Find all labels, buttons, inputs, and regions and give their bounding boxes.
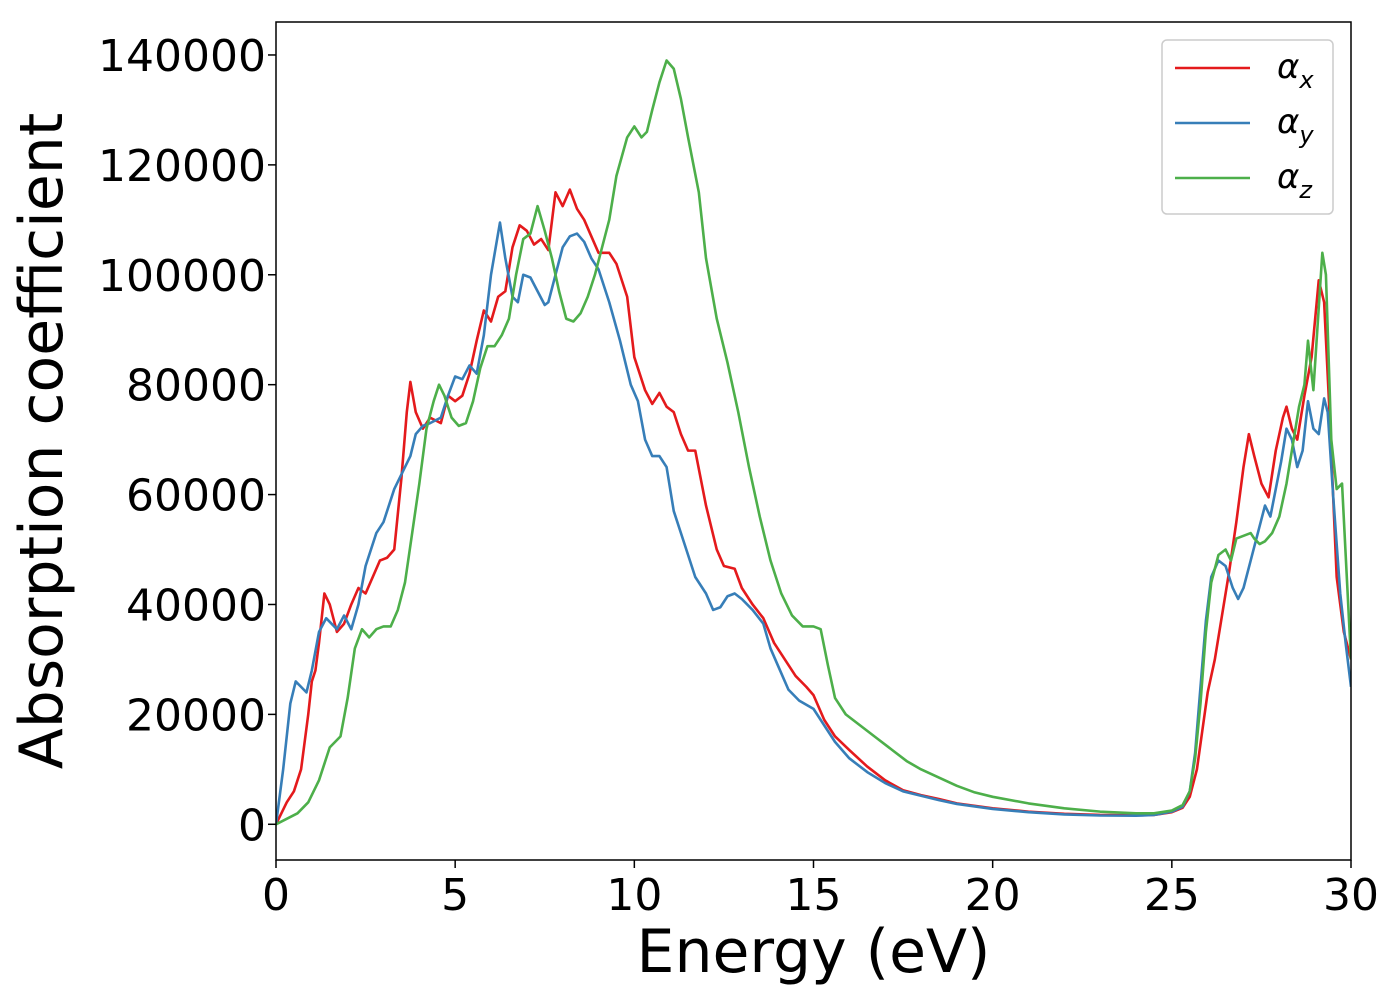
legend-entry-alpha-x: αx — [1277, 47, 1314, 94]
y-tick-label: 140000 — [98, 31, 266, 82]
y-tick-label: 0 — [238, 800, 266, 851]
x-tick-label: 30 — [1323, 870, 1379, 921]
y-tick-label: 80000 — [126, 361, 266, 412]
y-tick-label: 20000 — [126, 690, 266, 741]
x-tick-label: 15 — [786, 870, 842, 921]
x-tick-label: 20 — [965, 870, 1021, 921]
y-tick-label: 60000 — [126, 471, 266, 522]
y-tick-label: 40000 — [126, 580, 266, 631]
series-line-alpha-y — [276, 221, 1351, 825]
x-tick-label: 25 — [1144, 870, 1200, 921]
y-axis-label: Absorption coefficient — [7, 113, 77, 770]
y-tick-label: 100000 — [98, 251, 266, 302]
series-layer — [276, 59, 1351, 826]
legend-entry-alpha-y: αy — [1277, 102, 1314, 149]
series-line-alpha-z — [276, 59, 1351, 826]
legend: αx αy αz — [1161, 39, 1334, 215]
x-tick-label: 5 — [441, 870, 469, 921]
y-axis: 0 20000 40000 60000 80000 100000 120000 140000 — [98, 31, 276, 851]
x-axis: 0 5 10 15 20 25 30 — [262, 860, 1379, 921]
legend-entry-alpha-z: αz — [1277, 157, 1313, 204]
x-tick-label: 10 — [606, 870, 662, 921]
x-tick-label: 0 — [262, 870, 290, 921]
legend-box — [1161, 39, 1334, 215]
y-tick-label: 120000 — [98, 141, 266, 192]
series-line-alpha-x — [276, 188, 1351, 825]
x-axis-label: Energy (eV) — [637, 917, 991, 987]
